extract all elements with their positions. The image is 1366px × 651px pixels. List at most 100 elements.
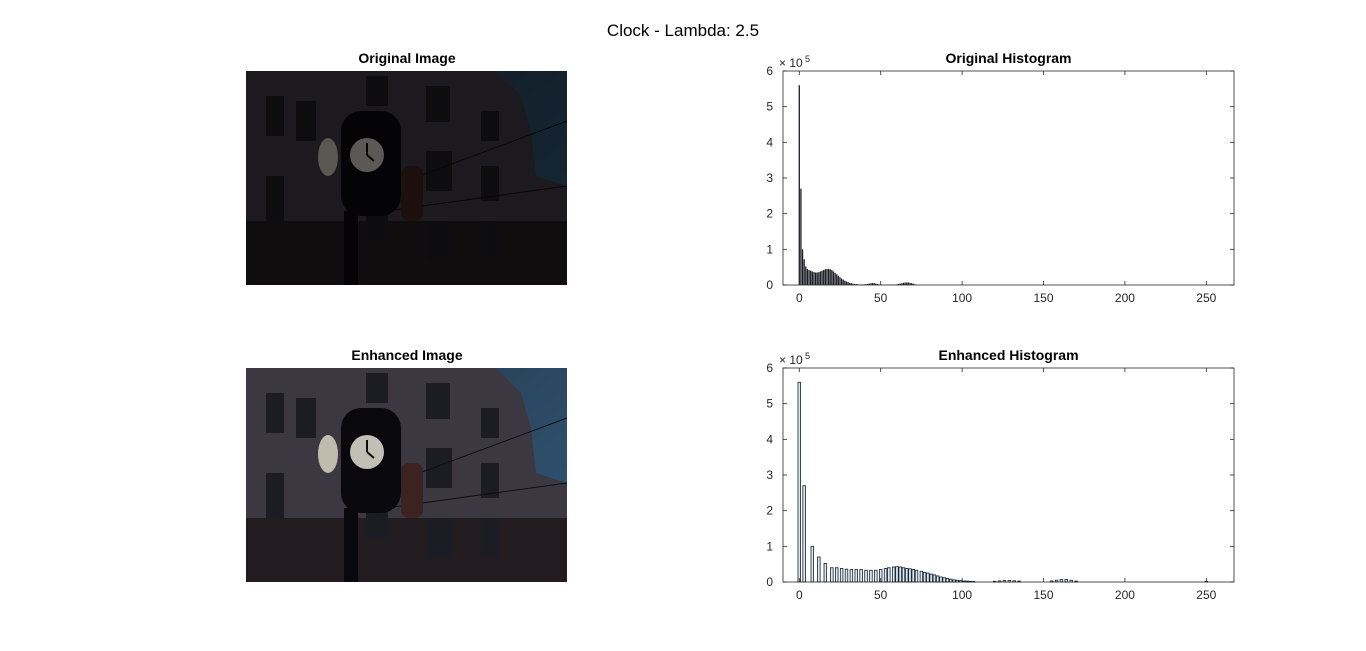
- bar: [821, 270, 823, 285]
- bar: [948, 578, 953, 583]
- bar: [932, 574, 937, 583]
- x-tick-label: 100: [952, 588, 972, 602]
- bar: [839, 277, 841, 285]
- bar: [942, 577, 946, 583]
- bar: [808, 270, 810, 285]
- bar: [836, 274, 838, 285]
- bar: [870, 283, 872, 285]
- y-tick-label: 3: [766, 468, 773, 482]
- bar: [806, 268, 809, 285]
- x-tick-label: 250: [1196, 588, 1216, 602]
- axes-box: [782, 70, 1235, 286]
- x-tick-label: 200: [1115, 291, 1135, 305]
- bar: [911, 569, 915, 583]
- y-tick-label: 2: [766, 504, 773, 518]
- y-exponent-base: × 10: [779, 353, 803, 367]
- y-tick-label: 6: [766, 361, 773, 375]
- original-image: [246, 71, 567, 285]
- bar: [906, 282, 908, 285]
- y-exponent-power: 5: [805, 54, 810, 64]
- bar: [873, 283, 875, 285]
- x-tick-label: 200: [1115, 588, 1135, 602]
- bar: [912, 283, 914, 285]
- bar: [831, 270, 833, 285]
- x-tick-label: 50: [874, 588, 888, 602]
- axes-box: [782, 367, 1235, 583]
- bar: [802, 485, 806, 583]
- bar: [811, 271, 813, 285]
- bar: [847, 282, 849, 285]
- bar: [901, 567, 906, 583]
- bar: [883, 568, 888, 583]
- y-exponent-power: 5: [805, 351, 810, 361]
- bar: [919, 570, 924, 583]
- bar: [839, 568, 844, 583]
- chart-title: Original Histogram: [945, 50, 1071, 66]
- bar: [801, 249, 804, 285]
- bar: [810, 270, 812, 285]
- bar: [868, 283, 870, 285]
- bar: [869, 569, 873, 583]
- bar: [842, 279, 844, 285]
- bar: [875, 283, 877, 285]
- x-tick-label: 50: [874, 291, 888, 305]
- bar: [909, 282, 911, 285]
- chart-title: Enhanced Histogram: [938, 347, 1078, 363]
- bar: [827, 268, 830, 285]
- figure-title: Clock - Lambda: 2.5: [607, 21, 759, 40]
- bar: [926, 572, 930, 583]
- bar: [814, 272, 817, 285]
- x-tick-label: 150: [1033, 588, 1053, 602]
- bar: [834, 272, 836, 285]
- bar: [826, 268, 828, 285]
- y-tick-label: 3: [766, 171, 773, 185]
- y-tick-label: 2: [766, 207, 773, 221]
- bar: [855, 284, 857, 285]
- bar: [845, 281, 848, 285]
- bar: [813, 272, 815, 285]
- y-tick-label: 5: [766, 100, 773, 114]
- y-exponent-base: × 10: [779, 56, 803, 70]
- bar: [907, 282, 910, 285]
- bar: [859, 569, 863, 583]
- bar: [849, 569, 854, 583]
- bar: [823, 563, 828, 583]
- bar: [850, 283, 853, 285]
- bar: [887, 567, 891, 583]
- bar: [901, 283, 903, 285]
- bar: [945, 578, 950, 583]
- bar: [939, 576, 943, 583]
- bar: [824, 269, 826, 285]
- bar: [929, 573, 933, 583]
- x-tick-label: 250: [1196, 291, 1216, 305]
- bar: [914, 569, 919, 583]
- x-tick-label: 100: [952, 291, 972, 305]
- bar: [819, 271, 822, 285]
- y-tick-label: 5: [766, 397, 773, 411]
- y-tick-label: 6: [766, 64, 773, 78]
- bar: [830, 567, 834, 583]
- bar: [797, 381, 801, 583]
- bar: [895, 566, 899, 583]
- bar: [899, 283, 901, 285]
- bar: [922, 571, 927, 583]
- bar: [818, 272, 820, 285]
- bar: [823, 270, 825, 285]
- bar: [844, 280, 846, 285]
- y-tick-label: 1: [766, 539, 773, 553]
- x-tick-label: 0: [796, 588, 803, 602]
- bar: [871, 283, 874, 285]
- bar: [865, 284, 867, 285]
- y-tick-label: 4: [766, 432, 773, 446]
- image-title: Original Image: [358, 50, 455, 66]
- bar: [803, 259, 805, 285]
- bar: [898, 566, 902, 583]
- bar: [902, 282, 905, 285]
- bar: [854, 569, 858, 583]
- enhanced-image: [246, 368, 567, 582]
- bar: [867, 283, 869, 285]
- bar: [810, 545, 815, 583]
- bar: [800, 188, 802, 285]
